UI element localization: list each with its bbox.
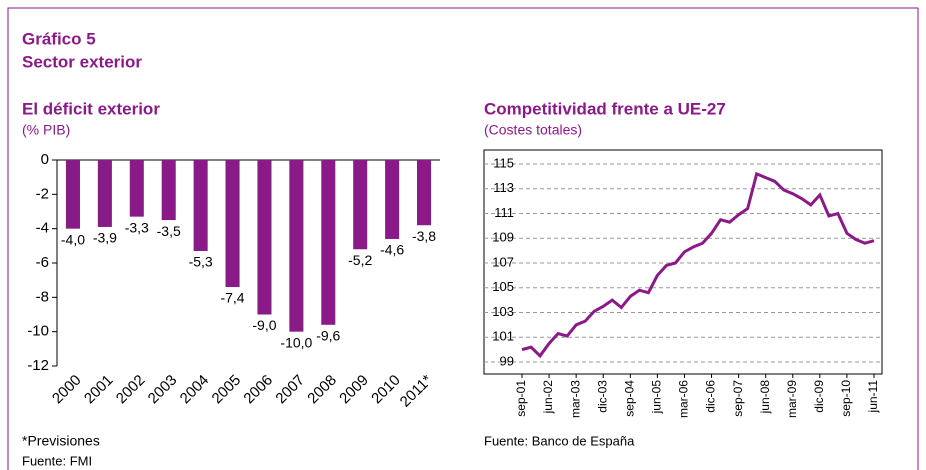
bar <box>417 160 432 226</box>
x-tick-label: 2010 <box>368 372 404 408</box>
bar <box>385 160 400 239</box>
chart-subtitle: (Costes totales) <box>484 122 582 138</box>
x-tick-label: sep-10 <box>839 380 853 417</box>
source: Fuente: Banco de España <box>484 433 635 448</box>
x-tick-label: 2003 <box>145 372 181 408</box>
x-tick-label: dic-03 <box>595 380 609 413</box>
y-tick-label: 99 <box>500 353 514 368</box>
y-tick-label: 109 <box>492 230 514 245</box>
data-label: -5,2 <box>348 252 372 268</box>
note: *Previsiones <box>22 433 100 449</box>
frame <box>7 7 919 470</box>
y-tick-label: 111 <box>494 205 514 220</box>
x-tick-label: mar-06 <box>677 380 691 418</box>
source: Fuente: FMI <box>22 453 92 468</box>
data-label: -5,3 <box>189 254 213 270</box>
x-tick-label: jun-02 <box>541 380 555 415</box>
bar <box>353 160 368 250</box>
bar <box>97 160 112 227</box>
figure-subtitle: Sector exterior <box>22 52 142 71</box>
data-label: -4,6 <box>380 242 404 258</box>
x-tick-label: 2006 <box>240 372 276 408</box>
x-tick-label: 2000 <box>49 372 85 408</box>
x-tick-label: sep-07 <box>731 380 745 417</box>
y-tick-label: -10 <box>27 323 49 340</box>
line <box>521 171 875 359</box>
y-tick-label: -2 <box>36 185 49 202</box>
x-tick-label: 2004 <box>177 372 213 408</box>
chart-title: El déficit exterior <box>22 99 160 118</box>
data-label: -3,9 <box>93 230 117 246</box>
data-label: -9,6 <box>316 328 340 344</box>
plot-frame <box>483 149 883 375</box>
bar <box>193 160 208 251</box>
x-tick-label: dic-06 <box>704 380 718 413</box>
x-tick-label: 2005 <box>209 372 245 408</box>
data-label: -3,8 <box>412 228 436 244</box>
x-tick-label: sep-04 <box>622 380 636 417</box>
bar <box>161 160 176 221</box>
x-tick-label: mar-03 <box>568 380 582 418</box>
x-tick-label: 2009 <box>336 372 372 408</box>
y-tick-label: 105 <box>492 279 514 294</box>
y-tick-label: 0 <box>41 151 49 168</box>
bar <box>225 160 240 288</box>
x-tick-label: 2008 <box>304 372 340 408</box>
y-tick-label: -8 <box>36 288 49 305</box>
y-tick-label: 115 <box>493 155 514 170</box>
y-tick-label: -12 <box>27 357 49 374</box>
x-tick-label: 2001 <box>81 372 117 408</box>
x-tick-label: sep-01 <box>514 380 528 417</box>
y-tick-label: 101 <box>492 329 514 344</box>
x-tick-label: 2011* <box>397 371 436 410</box>
data-label: -7,4 <box>220 290 244 306</box>
bar <box>65 160 80 229</box>
chart-subtitle: (% PIB) <box>22 122 70 138</box>
y-tick-label: 103 <box>492 304 514 319</box>
bar <box>257 160 272 315</box>
data-label: -3,3 <box>125 219 149 235</box>
bar <box>129 160 144 217</box>
x-tick-label: mar-09 <box>785 380 799 418</box>
data-label: -9,0 <box>252 317 276 333</box>
data-label: -10,0 <box>280 334 312 350</box>
y-tick-label: -6 <box>36 254 49 271</box>
y-tick-label: 107 <box>492 254 514 269</box>
x-tick-label: 2002 <box>113 372 149 408</box>
bar <box>321 160 336 325</box>
figure-title: Gráfico 5 <box>22 29 96 48</box>
y-tick-label: 113 <box>493 180 514 195</box>
x-tick-label: 2007 <box>272 372 308 408</box>
chart-title: Competitividad frente a UE-27 <box>484 99 726 118</box>
data-label: -3,5 <box>157 223 181 239</box>
x-tick-label: dic-09 <box>812 380 826 413</box>
x-tick-label: jun-05 <box>650 380 664 415</box>
data-label: -4,0 <box>61 231 85 247</box>
bar <box>289 160 304 332</box>
x-tick-label: jun-11 <box>866 380 880 414</box>
y-tick-label: -4 <box>36 220 49 237</box>
x-tick-label: jun-08 <box>758 380 772 415</box>
